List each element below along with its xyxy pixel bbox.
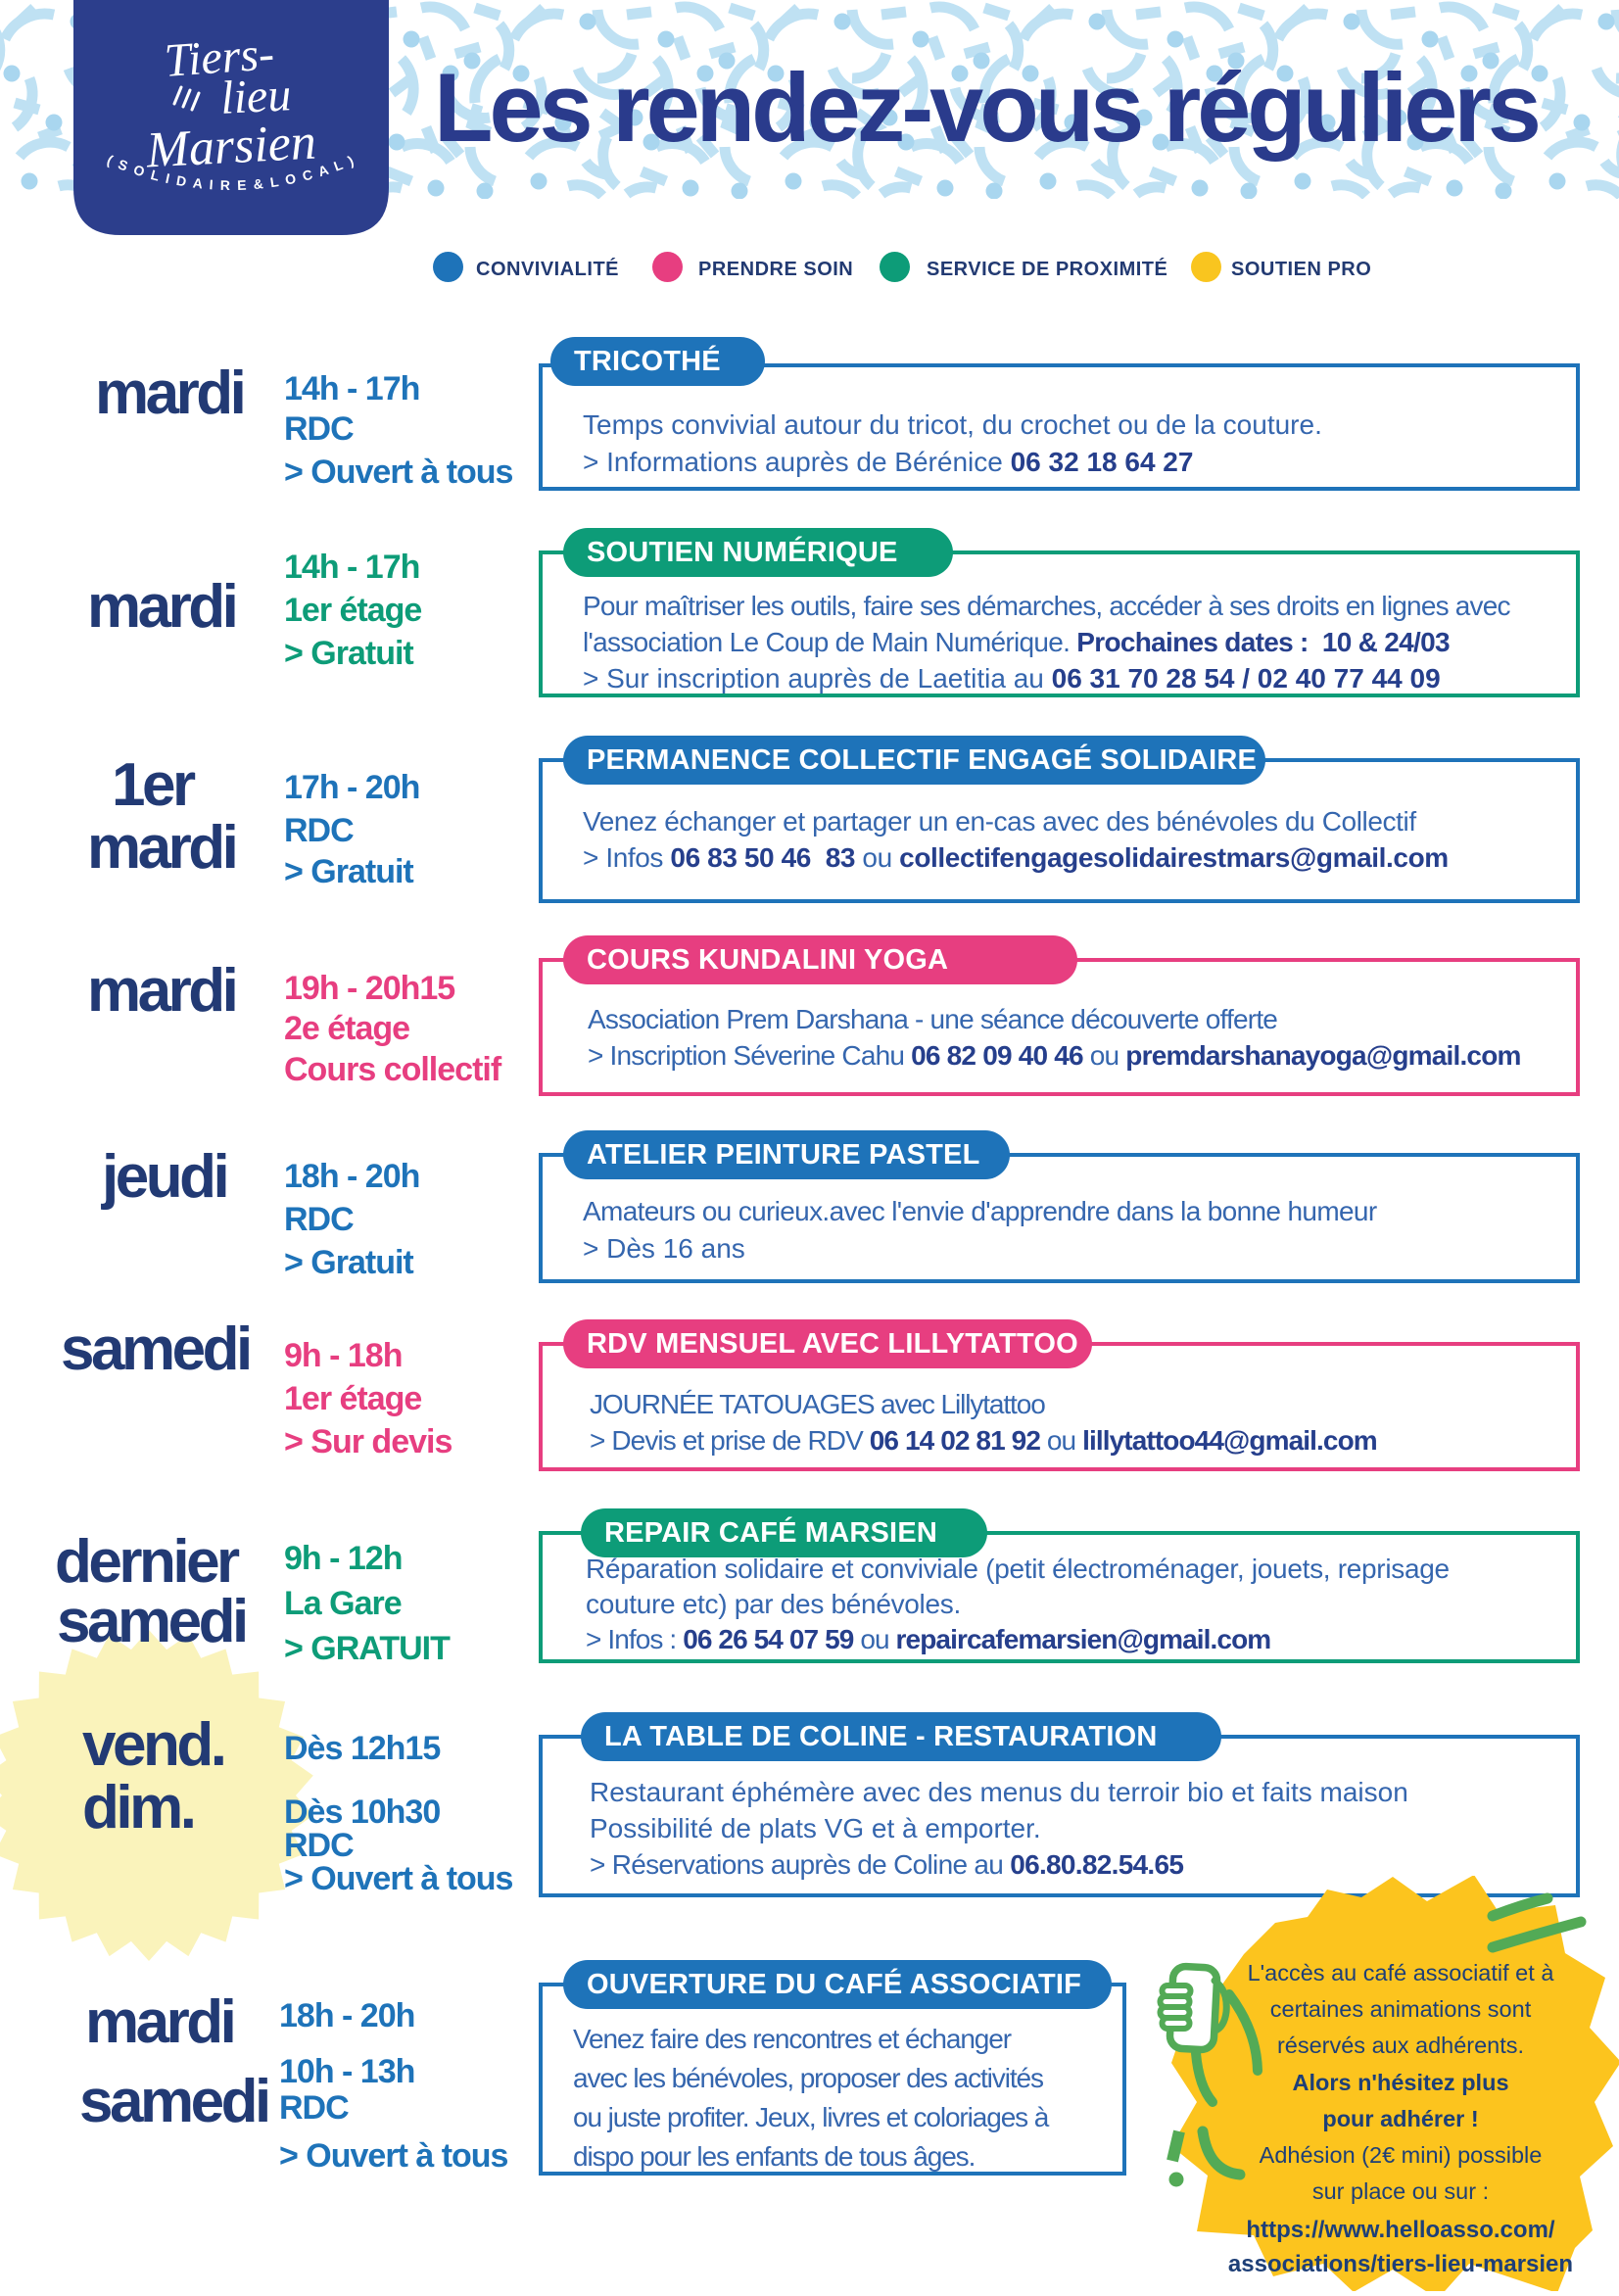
svg-text:réservés aux adhérents.: réservés aux adhérents. [1277, 2033, 1524, 2058]
svg-text:Marsien: Marsien [144, 115, 317, 179]
svg-text:sur place ou sur :: sur place ou sur : [1312, 2178, 1489, 2204]
svg-text:associations/tiers-lieu-marsie: associations/tiers-lieu-marsien [1228, 2251, 1573, 2277]
svg-text:https://www.helloasso.com/: https://www.helloasso.com/ [1246, 2217, 1554, 2243]
svg-text:lieu: lieu [219, 69, 293, 124]
svg-text:Alors n'hésitez plus: Alors n'hésitez plus [1292, 2070, 1508, 2095]
svg-text:certaines animations sont: certaines animations sont [1270, 1996, 1532, 2022]
svg-text:Tiers-: Tiers- [163, 27, 275, 87]
svg-text:Adhésion (2€ mini) possible: Adhésion (2€ mini) possible [1260, 2142, 1543, 2168]
svg-text:L'accès au café associatif et: L'accès au café associatif et à [1248, 1960, 1555, 1985]
svg-text:pour adhérer !: pour adhérer ! [1322, 2106, 1478, 2131]
